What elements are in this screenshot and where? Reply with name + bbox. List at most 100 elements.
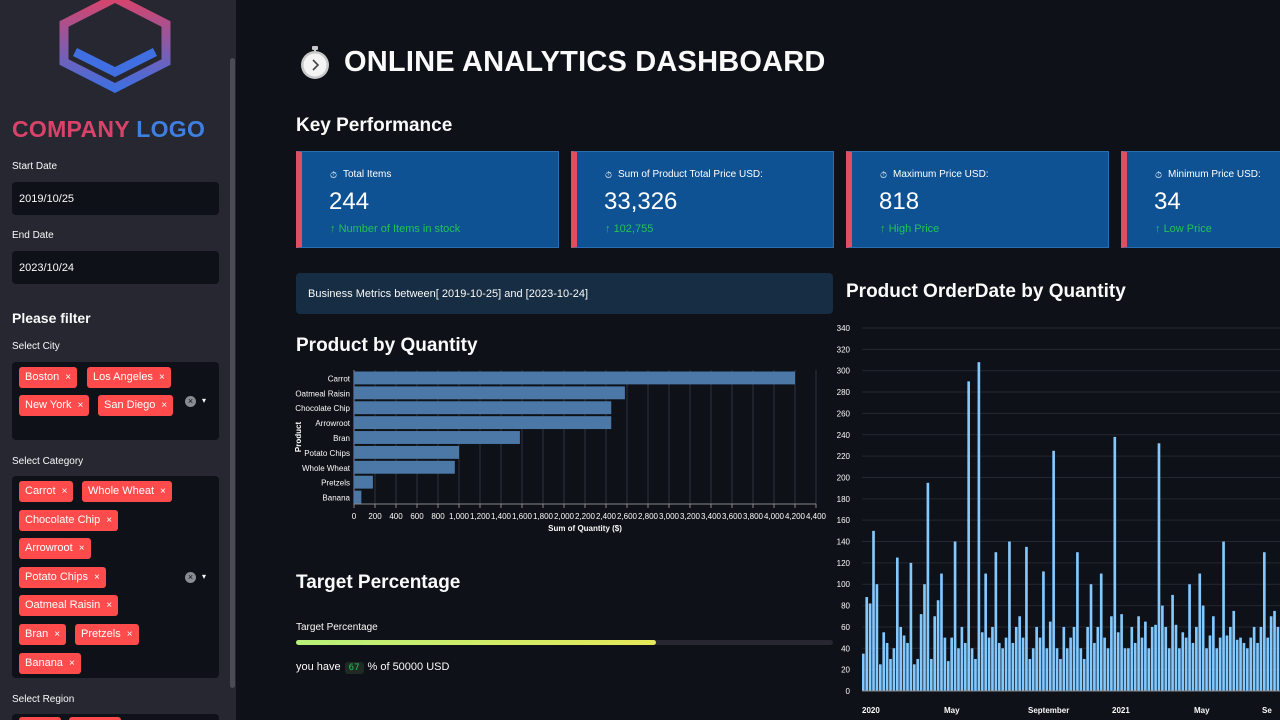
bar [1099,573,1103,691]
tag-remove-icon[interactable]: × [93,572,100,583]
region-tag[interactable] [19,717,61,720]
bar [1133,642,1137,691]
category-tag[interactable]: Whole Wheat × [82,481,172,502]
category-multiselect[interactable]: Carrot × Whole Wheat × Chocolate Chip × Arr… [12,476,219,678]
tag-remove-icon[interactable]: × [68,658,75,669]
bar [1205,648,1208,691]
y-tick-label: 260 [837,409,851,418]
category-tag[interactable]: Banana × [19,653,81,674]
sidebar-scrollbar[interactable] [230,58,235,688]
y-tick-label: Chocolate Chip [295,404,350,413]
bar [1266,637,1270,691]
tag-remove-icon[interactable]: × [106,515,113,526]
y-tick-label: 0 [846,687,851,696]
x-tick-label: 3,400 [701,512,722,521]
bar [1144,621,1147,691]
city-tag[interactable]: New York × [19,395,90,416]
category-tag[interactable]: Carrot × [19,481,74,502]
bar [885,642,889,691]
bar [354,490,362,504]
kpi-card-min-price: ⏱ Minimum Price USD: 34 ↑ Low Price [1121,151,1280,248]
city-tag[interactable]: Boston × [19,367,78,388]
bar [354,401,612,415]
bar [1208,635,1212,691]
region-tag[interactable] [69,717,121,720]
bar [997,642,1001,691]
region-multiselect[interactable] [12,714,219,720]
x-tick-label: 4,000 [764,512,785,521]
bar [354,371,795,385]
bar [1110,616,1113,691]
bar [1045,648,1049,691]
start-date-input[interactable]: 2019/10/25 [12,182,219,215]
y-tick-label: 300 [837,367,851,376]
kpi-card-total-items: ⏱ Total Items 244 ↑ Number of Items in s… [296,151,559,248]
bar [963,642,967,691]
bar [919,614,923,691]
bar [946,661,950,691]
x-tick-label: 2020 [862,706,880,715]
bar [1103,637,1106,691]
clear-icon[interactable]: × [185,572,196,583]
page-title: ONLINE ANALYTICS DASHBOARD [344,46,826,78]
chevron-down-icon[interactable]: ▾ [202,396,207,405]
tag-remove-icon[interactable]: × [160,486,166,497]
clear-icon[interactable]: × [185,396,196,407]
info-banner: Business Metrics between[ 2019-10-25] an… [296,273,833,314]
bar [1059,658,1062,691]
city-select-label: Select City [12,341,60,352]
x-tick-label: 2,400 [596,512,617,521]
category-tag[interactable]: Oatmeal Raisin × [19,595,119,616]
tag-remove-icon[interactable]: × [126,629,133,640]
y-axis-title: Product [294,422,303,453]
bar [1171,594,1174,691]
category-tag[interactable]: Pretzels × [75,624,139,645]
sidebar: COMPANY LOGO Start Date 2019/10/25 End D… [0,0,236,720]
tag-remove-icon[interactable]: × [106,600,113,611]
end-date-input[interactable]: 2023/10/24 [12,251,219,284]
target-percentage-heading: Target Percentage [296,572,461,593]
tag-remove-icon[interactable]: × [65,372,72,383]
bar [943,637,947,691]
tag-remove-icon[interactable]: × [158,372,165,383]
city-tag[interactable]: Los Angeles × [87,367,171,388]
bar [1188,584,1191,691]
city-tag[interactable]: San Diego × [98,395,174,416]
category-tag[interactable]: Chocolate Chip × [19,510,119,531]
y-tick-label: 180 [837,495,851,504]
x-tick-label: 1,400 [491,512,512,521]
chevron-down-icon[interactable]: ▾ [202,572,207,581]
tag-remove-icon[interactable]: × [61,486,68,497]
y-tick-label: Oatmeal Raisin [295,389,350,398]
y-tick-label: 240 [837,431,851,440]
category-tag[interactable]: Bran × [19,624,67,645]
bar [1178,648,1181,691]
tag-remove-icon[interactable]: × [161,400,168,411]
bar [1161,605,1164,691]
y-tick-label: 200 [837,473,851,482]
bar [950,637,954,691]
tag-remove-icon[interactable]: × [77,400,84,411]
city-multiselect[interactable]: Boston × Los Angeles × New York × San Diego… [12,362,219,440]
bar [1120,614,1123,691]
tag-remove-icon[interactable]: × [78,543,85,554]
category-tag[interactable]: Arrowroot × [19,538,91,559]
y-tick-label: Bran [333,434,350,443]
kpi-title: Total Items [343,169,392,180]
bar [936,600,940,691]
tag-remove-icon[interactable]: × [54,629,61,640]
category-tag[interactable]: Potato Chips × [19,567,106,588]
bar [933,616,937,691]
stopwatch-icon: ⏱ [605,170,613,180]
bar [957,648,960,691]
end-date-label: End Date [12,230,54,241]
bar [1038,637,1042,691]
y-tick-label: Whole Wheat [302,464,351,473]
bar [1229,626,1232,691]
kpi-value: 244 [329,188,370,215]
bar [1218,637,1222,691]
y-tick-label: 100 [837,580,851,589]
bar [926,482,930,691]
bar [1215,648,1219,691]
target-value-badge: 67 [344,662,364,674]
